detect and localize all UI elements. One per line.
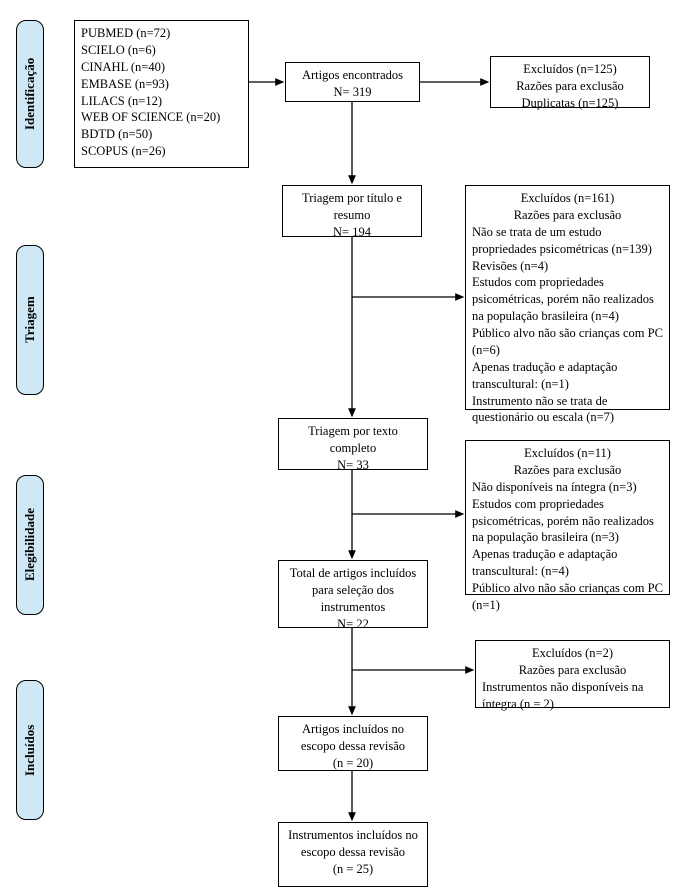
excl3-line: Público alvo não são crianças com PC (n=… xyxy=(472,580,663,614)
source-line: CINAHL (n=40) xyxy=(81,59,242,76)
source-line: WEB OF SCIENCE (n=20) xyxy=(81,109,242,126)
excl1-title: Excluídos (n=125) xyxy=(497,61,643,78)
source-line: BDTD (n=50) xyxy=(81,126,242,143)
box-selection: Total de artigos incluídos para seleção … xyxy=(278,560,428,628)
source-line: SCOPUS (n=26) xyxy=(81,143,242,160)
source-line: SCIELO (n=6) xyxy=(81,42,242,59)
excl3-line: Apenas tradução e adaptação transcultura… xyxy=(472,546,663,580)
excl3-line: Não disponíveis na íntegra (n=3) xyxy=(472,479,663,496)
box-sources: PUBMED (n=72) SCIELO (n=6) CINAHL (n=40)… xyxy=(74,20,249,168)
included-articles-n: (n = 20) xyxy=(285,755,421,772)
fulltext-n: N= 33 xyxy=(285,457,421,474)
excl2-line: Público alvo não são crianças com PC (n=… xyxy=(472,325,663,359)
excl2-line: Não se trata de um estudo propriedades p… xyxy=(472,224,663,258)
box-fulltext: Triagem por texto completo N= 33 xyxy=(278,418,428,470)
box-included-articles: Artigos incluídos no escopo dessa revisã… xyxy=(278,716,428,771)
source-line: EMBASE (n=93) xyxy=(81,76,242,93)
excl1-reason-label: Razões para exclusão xyxy=(497,78,643,95)
excl2-line: Apenas tradução e adaptação transcultura… xyxy=(472,359,663,393)
stage-screening: Triagem xyxy=(16,245,44,395)
included-instruments-n: (n = 25) xyxy=(285,861,421,878)
box-excl4: Excluídos (n=2) Razões para exclusão Ins… xyxy=(475,640,670,708)
box-excl1: Excluídos (n=125) Razões para exclusão D… xyxy=(490,56,650,108)
box-found: Artigos encontrados N= 319 xyxy=(285,62,420,102)
stage-eligibility-text: Elegibilidade xyxy=(22,509,38,582)
box-screen-title: Triagem por título e resumo N= 194 xyxy=(282,185,422,237)
source-line: LILACS (n=12) xyxy=(81,93,242,110)
excl2-title: Excluídos (n=161) xyxy=(472,190,663,207)
excl2-line: Estudos com propriedades psicométricas, … xyxy=(472,274,663,325)
excl3-line: Estudos com propriedades psicométricas, … xyxy=(472,496,663,547)
excl4-title: Excluídos (n=2) xyxy=(482,645,663,662)
found-title: Artigos encontrados xyxy=(292,67,413,84)
stage-eligibility: Elegibilidade xyxy=(16,475,44,615)
source-line: PUBMED (n=72) xyxy=(81,25,242,42)
fulltext-title: Triagem por texto completo xyxy=(285,423,421,457)
screen-title-n: N= 194 xyxy=(289,224,415,241)
box-excl2: Excluídos (n=161) Razões para exclusão N… xyxy=(465,185,670,410)
selection-n: N= 22 xyxy=(285,616,421,633)
stage-identification-text: Identificação xyxy=(22,58,38,130)
screen-title-title: Triagem por título e resumo xyxy=(289,190,415,224)
found-n: N= 319 xyxy=(292,84,413,101)
excl3-reason-label: Razões para exclusão xyxy=(472,462,663,479)
excl4-line: Instrumentos não disponíveis na íntegra … xyxy=(482,679,663,713)
excl4-reason-label: Razões para exclusão xyxy=(482,662,663,679)
stage-screening-text: Triagem xyxy=(22,297,38,344)
excl2-reason-label: Razões para exclusão xyxy=(472,207,663,224)
box-excl3: Excluídos (n=11) Razões para exclusão Nã… xyxy=(465,440,670,595)
included-instruments-title: Instrumentos incluídos no escopo dessa r… xyxy=(285,827,421,861)
box-included-instruments: Instrumentos incluídos no escopo dessa r… xyxy=(278,822,428,887)
stage-identification: Identificação xyxy=(16,20,44,168)
excl1-line: Duplicatas (n=125) xyxy=(497,95,643,112)
excl2-line: Instrumento não se trata de questionário… xyxy=(472,393,663,427)
included-articles-title: Artigos incluídos no escopo dessa revisã… xyxy=(285,721,421,755)
selection-title: Total de artigos incluídos para seleção … xyxy=(285,565,421,616)
stage-included-text: Incluídos xyxy=(22,724,38,775)
stage-included: Incluídos xyxy=(16,680,44,820)
excl3-title: Excluídos (n=11) xyxy=(472,445,663,462)
excl2-line: Revisões (n=4) xyxy=(472,258,663,275)
